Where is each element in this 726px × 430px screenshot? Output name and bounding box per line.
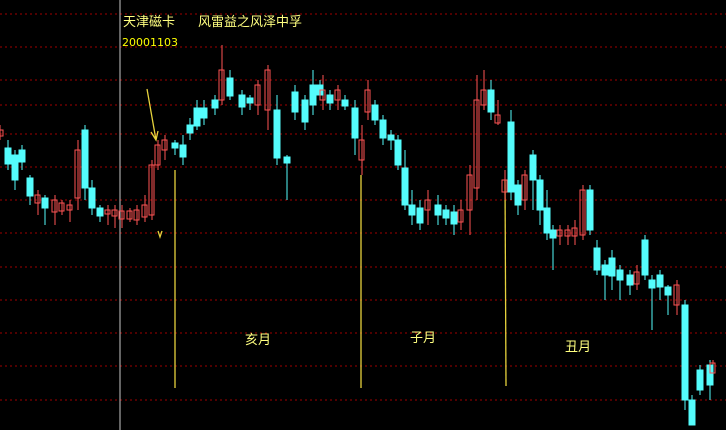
hexagram: 风雷益之风泽中孚: [198, 15, 302, 30]
cyan-wicks: [7, 70, 711, 425]
stock-name: 天津磁卡: [123, 15, 175, 30]
month-label: 子月: [410, 331, 436, 346]
cyan-bodies: [4, 77, 714, 426]
month-label: 丑月: [565, 340, 591, 355]
red-bodies: [0, 69, 716, 374]
grid: [0, 13, 726, 401]
date: 20001103: [122, 36, 178, 49]
month-markers: [146, 88, 507, 388]
red-wicks: [0, 45, 714, 380]
month-label: 亥月: [245, 333, 271, 348]
